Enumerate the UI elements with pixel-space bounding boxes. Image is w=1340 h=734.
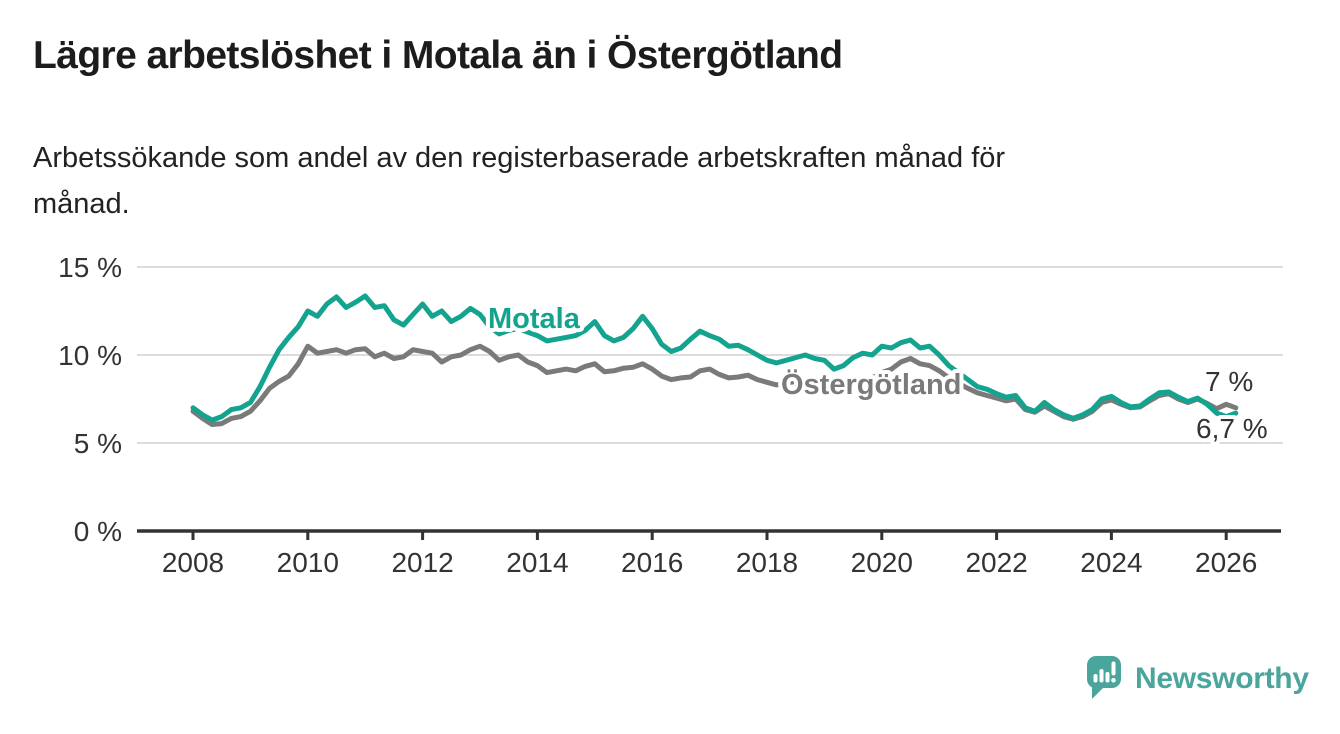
y-axis-tick-label: 15 %: [58, 252, 122, 283]
chart-subtitle: Arbetssökande som andel av den registerb…: [33, 136, 1005, 228]
x-axis-tick-label: 2008: [162, 547, 224, 578]
end-label-ostergotland: 7 %: [1205, 366, 1253, 397]
x-axis-tick-label: 2026: [1195, 547, 1257, 578]
series-label-ostergotland: Östergötland: [781, 368, 961, 401]
end-label-motala: 6,7 %: [1196, 413, 1268, 444]
y-axis-tick-label: 5 %: [74, 428, 122, 459]
series-line-motala: [190, 293, 1239, 423]
newsworthy-logo: Newsworthy: [1086, 655, 1309, 702]
subtitle-line-1: Arbetssökande som andel av den registerb…: [33, 142, 1006, 174]
series-line-stergtland: [190, 343, 1239, 427]
series-label-motala-halo: Motala: [488, 303, 581, 335]
page-title: Lägre arbetslöshet i Motala än i Östergö…: [33, 34, 843, 77]
series-label-ostergotland-halo: Östergötland: [781, 368, 961, 401]
y-axis-tick-label: 10 %: [58, 340, 122, 371]
x-axis-tick-label: 2010: [277, 547, 339, 578]
x-axis-tick-label: 2024: [1080, 547, 1142, 578]
x-axis-tick-label: 2018: [736, 547, 798, 578]
newsworthy-logo-text: Newsworthy: [1135, 661, 1309, 695]
x-axis-tick-label: 2012: [391, 547, 453, 578]
x-axis-tick-label: 2014: [506, 547, 568, 578]
series-label-motala: Motala: [488, 303, 581, 335]
x-axis-tick-label: 2020: [851, 547, 913, 578]
x-axis-tick-label: 2022: [965, 547, 1027, 578]
x-axis-tick-label: 2016: [621, 547, 683, 578]
end-label-motala-halo: 6,7 %: [1196, 413, 1268, 444]
newsworthy-logo-icon: [1086, 656, 1121, 699]
y-axis-tick-label: 0 %: [74, 516, 122, 547]
subtitle-line-2: månad.: [33, 187, 130, 220]
end-label-ostergotland-halo: 7 %: [1205, 366, 1253, 397]
